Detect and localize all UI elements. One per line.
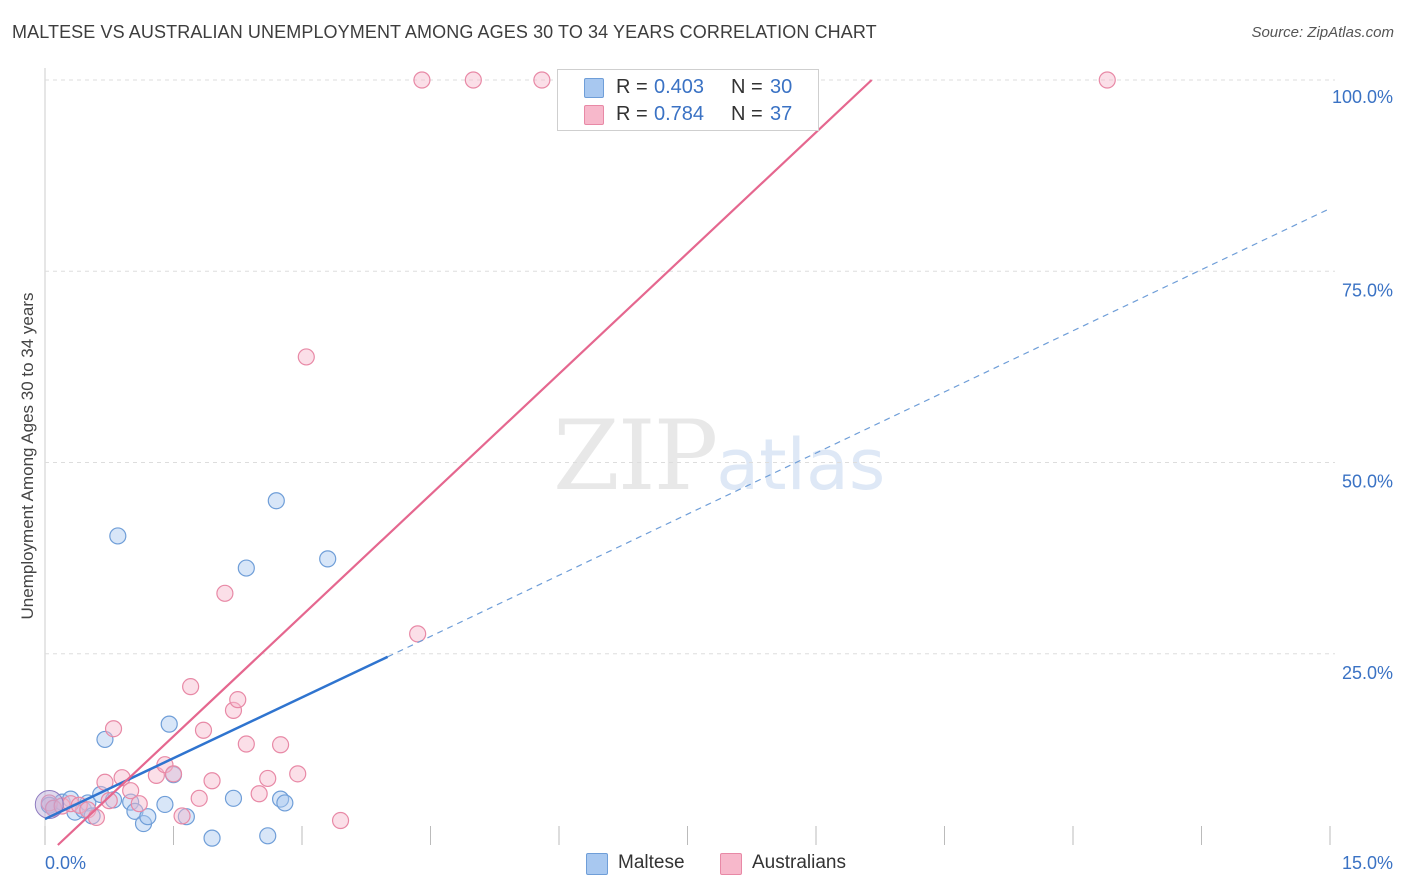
australians-point <box>237 735 255 753</box>
maltese-point <box>203 829 221 847</box>
y-tick-label: 75.0% <box>1342 280 1393 300</box>
watermark-atlas: atlas <box>716 424 886 506</box>
correlation-legend: R = 0.403 N = 30 R = 0.784 N = 37 <box>557 69 819 131</box>
australians-point <box>271 736 290 754</box>
australians-point <box>194 721 213 739</box>
y-tick-label: 50.0% <box>1342 472 1393 492</box>
australians-point <box>297 348 315 366</box>
maltese-point <box>156 795 174 814</box>
chart-title: MALTESE VS AUSTRALIAN UNEMPLOYMENT AMONG… <box>12 22 877 42</box>
series-swatch-australians <box>720 853 742 875</box>
australians-point <box>1098 71 1116 89</box>
australians-point <box>122 782 140 800</box>
legend-n-label: N = <box>731 103 763 125</box>
australians-point <box>289 765 307 783</box>
legend-n-value: 30 <box>770 76 793 98</box>
overlap-point <box>34 789 64 819</box>
maltese-point <box>109 527 127 545</box>
x-tick-label: 15.0% <box>1342 853 1393 873</box>
australians-point <box>104 720 123 738</box>
australians-point <box>164 765 183 783</box>
australians-point <box>87 808 106 827</box>
maltese-point <box>224 789 243 807</box>
series-swatch-maltese <box>586 853 608 875</box>
maltese-point <box>237 559 255 577</box>
australians-point <box>331 811 350 830</box>
x-tick-label: 0.0% <box>45 853 86 873</box>
source-credit: Source: ZipAtlas.com <box>1251 24 1394 41</box>
maltese-point <box>259 827 277 845</box>
legend-r-value: 0.784 <box>654 103 705 125</box>
maltese-point <box>267 492 285 510</box>
australians-point <box>182 678 200 696</box>
legend-r-label: R = <box>616 103 648 125</box>
australians-point <box>464 71 482 89</box>
australians-point <box>216 584 234 602</box>
maltese-trendline <box>44 655 389 821</box>
legend-n-value: 37 <box>770 103 793 125</box>
series-label-maltese: Maltese <box>618 852 685 873</box>
australians-point <box>413 71 431 89</box>
australians-point <box>229 691 247 709</box>
australians-point <box>190 789 208 807</box>
australians-point <box>173 807 191 825</box>
legend-swatch-maltese <box>584 78 604 98</box>
australians-point <box>224 701 243 719</box>
y-tick-label: 100.0% <box>1332 87 1393 107</box>
maltese-point <box>319 550 337 568</box>
australians-point <box>259 769 277 788</box>
australians-trendline <box>57 79 873 846</box>
legend-n-label: N = <box>731 76 763 98</box>
maltese-point <box>276 794 294 812</box>
y-tick-label: 25.0% <box>1342 663 1393 683</box>
maltese-point <box>139 808 157 826</box>
series-label-australians: Australians <box>752 852 846 873</box>
legend-swatch-australians <box>584 105 604 125</box>
maltese-trendline-extension <box>387 207 1331 658</box>
series-legend: Maltese Australians <box>0 852 1406 878</box>
australians-point <box>203 772 221 790</box>
australians-point <box>409 625 427 643</box>
australians-point <box>533 71 551 89</box>
legend-r-value: 0.403 <box>654 76 705 98</box>
watermark: ZIPatlas <box>553 400 885 512</box>
maltese-point <box>160 715 178 733</box>
australians-point <box>100 792 118 810</box>
legend-r-label: R = <box>616 76 648 98</box>
australians-point <box>250 785 268 803</box>
australians-point <box>130 795 148 813</box>
watermark-zip: ZIP <box>553 400 718 512</box>
